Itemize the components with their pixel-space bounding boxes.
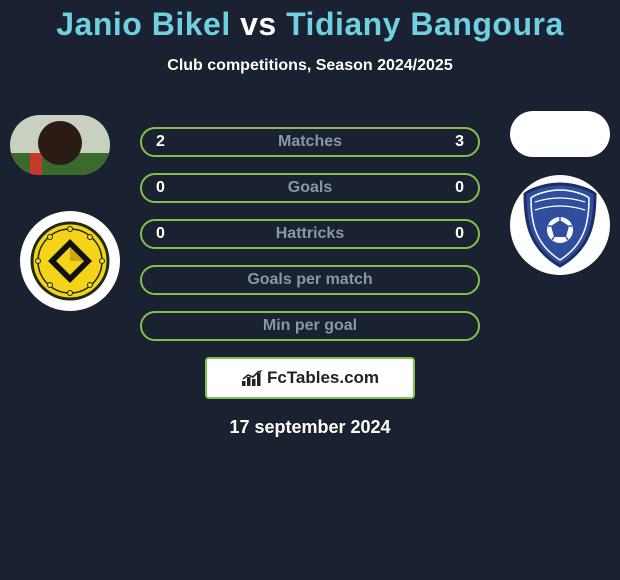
stat-row-matches: 2 Matches 3 bbox=[140, 127, 480, 157]
stat-row-goals: 0 Goals 0 bbox=[140, 173, 480, 203]
stat-label: Goals per match bbox=[186, 271, 434, 289]
stat-row-goals-per-match: Goals per match bbox=[140, 265, 480, 295]
subtitle: Club competitions, Season 2024/2025 bbox=[0, 57, 620, 75]
stat-label: Hattricks bbox=[186, 225, 434, 243]
stat-right-value: 0 bbox=[434, 225, 464, 243]
stat-row-hattricks: 0 Hattricks 0 bbox=[140, 219, 480, 249]
stat-left-value: 0 bbox=[156, 225, 186, 243]
player1-club-badge bbox=[20, 211, 120, 311]
stat-label: Min per goal bbox=[186, 317, 434, 335]
stat-right-value: 3 bbox=[434, 133, 464, 151]
stat-row-min-per-goal: Min per goal bbox=[140, 311, 480, 341]
club-shield-icon bbox=[521, 182, 599, 268]
stats-list: 2 Matches 3 0 Goals 0 0 Hattricks 0 Goal… bbox=[140, 127, 480, 357]
date-text: 17 september 2024 bbox=[205, 417, 415, 438]
player1-name: Janio Bikel bbox=[56, 6, 230, 42]
club-badge-icon bbox=[30, 221, 110, 301]
stat-left-value: 0 bbox=[156, 179, 186, 197]
stat-left-value: 2 bbox=[156, 133, 186, 151]
stat-right-value: 0 bbox=[434, 179, 464, 197]
player2-name: Tidiany Bangoura bbox=[286, 6, 564, 42]
vs-text: vs bbox=[240, 6, 277, 42]
avatar-head bbox=[38, 121, 82, 165]
stat-label: Matches bbox=[186, 133, 434, 151]
player2-club-badge bbox=[510, 175, 610, 275]
player2-avatar bbox=[510, 111, 610, 157]
brand-text: FcTables.com bbox=[267, 368, 379, 388]
footer-block: FcTables.com 17 september 2024 bbox=[205, 357, 415, 438]
bars-icon bbox=[241, 369, 265, 387]
brand-box: FcTables.com bbox=[205, 357, 415, 399]
player1-avatar bbox=[10, 115, 110, 175]
avatar-jersey-stripe bbox=[30, 153, 42, 175]
stat-label: Goals bbox=[186, 179, 434, 197]
comparison-title: Janio Bikel vs Tidiany Bangoura bbox=[0, 6, 620, 43]
